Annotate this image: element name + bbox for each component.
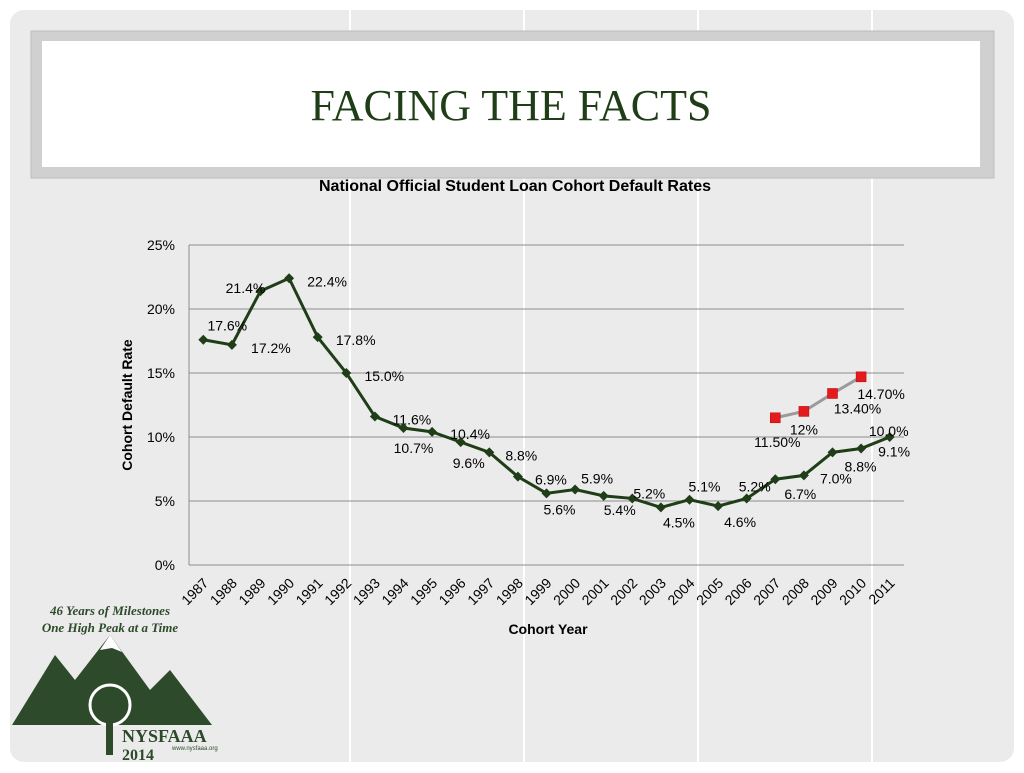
data-label: 17.8% — [336, 332, 376, 348]
logo-tagline: 46 Years of Milestones — [49, 603, 170, 618]
data-point — [226, 339, 237, 350]
y-tick-label: 10% — [147, 429, 175, 445]
data-point — [684, 494, 695, 505]
y-tick-label: 5% — [155, 493, 175, 509]
data-label: 13.40% — [834, 400, 881, 416]
data-label: 4.6% — [724, 514, 756, 530]
data-point — [827, 447, 838, 458]
logo-snow — [100, 635, 122, 652]
data-label: 17.6% — [207, 318, 247, 334]
data-point — [598, 490, 609, 501]
data-label: 15.0% — [364, 368, 404, 384]
data-label: 8.8% — [845, 458, 877, 474]
data-label: 9.1% — [878, 444, 910, 460]
data-point — [827, 388, 838, 399]
data-label: 10.0% — [869, 423, 909, 439]
series-line — [774, 375, 862, 420]
data-label: 14.70% — [857, 386, 904, 402]
data-label: 5.2% — [739, 478, 771, 494]
data-point — [798, 406, 810, 417]
slide-title: FACING THE FACTS — [311, 81, 712, 130]
data-label: 10.7% — [394, 440, 434, 456]
data-point — [255, 286, 266, 297]
data-label: 5.2% — [633, 485, 665, 501]
data-point — [341, 368, 352, 378]
data-point — [627, 493, 638, 504]
data-label: 6.9% — [535, 472, 567, 488]
data-label: 10.4% — [450, 426, 490, 442]
data-point — [798, 470, 809, 481]
data-label: 9.6% — [453, 455, 485, 471]
logo-tagline: One High Peak at a Time — [42, 620, 179, 635]
data-point — [198, 334, 209, 345]
data-point — [855, 371, 867, 383]
header-box — [42, 41, 980, 167]
data-point — [741, 493, 752, 504]
data-label: 4.5% — [663, 514, 695, 530]
data-point — [856, 443, 867, 454]
data-point — [398, 423, 409, 434]
data-point — [541, 488, 552, 499]
data-label: 21.4% — [226, 280, 266, 296]
data-point — [455, 437, 466, 448]
data-label: 5.1% — [689, 479, 721, 495]
data-point — [312, 332, 323, 343]
logo-year: 2014 — [122, 747, 154, 764]
data-label: 11.50% — [754, 434, 800, 450]
data-point — [713, 501, 724, 512]
data-point — [884, 432, 895, 442]
data-point — [655, 502, 666, 513]
y-tick-label: 20% — [147, 301, 175, 317]
y-tick-label: 15% — [147, 365, 175, 381]
data-label: 11.6% — [393, 412, 432, 428]
data-label: 22.4% — [307, 273, 347, 289]
data-point — [770, 412, 781, 424]
data-point — [770, 474, 781, 485]
logo-url: www.nysfaaa.org — [171, 746, 218, 752]
y-tick-label: 0% — [155, 557, 175, 573]
data-label: 6.7% — [784, 486, 816, 502]
data-point — [512, 471, 523, 482]
logo-post — [106, 705, 113, 755]
data-point — [484, 447, 495, 458]
data-label: 5.9% — [581, 470, 613, 486]
logo-name: NYSFAAA — [122, 726, 207, 746]
y-tick-label: 25% — [147, 237, 175, 253]
logo: 46 Years of Milestones One High Peak at … — [12, 603, 218, 764]
data-point — [427, 426, 438, 437]
logo-mountains — [12, 635, 212, 725]
data-label: 17.2% — [251, 340, 291, 356]
data-point — [284, 273, 295, 284]
data-point — [369, 411, 380, 422]
data-label: 12% — [790, 421, 818, 437]
y-axis-label: Cohort Default Rate — [119, 339, 135, 471]
data-label: 8.8% — [505, 447, 537, 463]
data-label: 7.0% — [820, 470, 852, 486]
slide-background — [10, 10, 1014, 762]
data-label: 5.6% — [544, 501, 576, 517]
chart-title: National Official Student Loan Cohort De… — [319, 178, 711, 195]
data-point — [570, 484, 581, 495]
data-label: 5.4% — [604, 502, 636, 518]
x-axis-label: Cohort Year — [508, 621, 588, 637]
